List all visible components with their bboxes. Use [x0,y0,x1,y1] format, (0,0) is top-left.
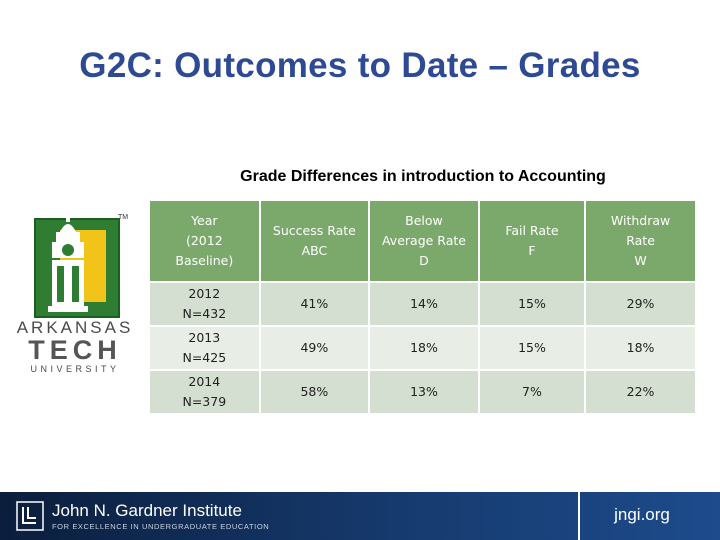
cell-withdraw-rate: 22% [584,371,695,413]
logo-text-arkansas: ARKANSAS [16,318,134,337]
cell-year: 2013 N=425 [150,327,259,369]
cell-fail-rate: 15% [477,283,585,325]
footer-tagline: FOR EXCELLENCE IN UNDERGRADUATE EDUCATIO… [52,522,270,531]
header-success-rate: Success Rate ABC [258,201,369,281]
cell-fail-rate: 7% [477,371,585,413]
header-withdraw-rate: Withdraw Rate W [584,201,695,281]
header-year: Year (2012 Baseline) [150,201,259,281]
slide-title: G2C: Outcomes to Date – Grades [79,46,641,85]
table-row: 2012 N=432 41% 14% 15% 29% [150,283,695,325]
table-header-row: Year (2012 Baseline) Success Rate ABC Be… [150,201,695,281]
logo-text-tech: TECH [28,335,122,365]
cell-success-rate: 41% [258,283,369,325]
arkansas-tech-logo: TM ARKANSAS TECH UNIVERSITY [14,212,136,376]
cell-withdraw-rate: 29% [584,283,695,325]
table-row: 2014 N=379 58% 13% 7% 22% [150,371,695,413]
header-fail-rate: Fail Rate F [477,201,585,281]
cell-year: 2012 N=432 [150,283,259,325]
cell-below-average-rate: 13% [368,371,478,413]
cell-success-rate: 49% [258,327,369,369]
header-below-average-rate: Below Average Rate D [368,201,478,281]
logo-text-university: UNIVERSITY [30,364,120,374]
cell-withdraw-rate: 18% [584,327,695,369]
footer-divider [578,492,580,540]
footer-bar: John N. Gardner Institute FOR EXCELLENCE… [0,492,720,540]
cell-below-average-rate: 18% [368,327,478,369]
gardner-institute-logo-icon [16,501,44,531]
table-caption: Grade Differences in introduction to Acc… [240,168,606,185]
cell-fail-rate: 15% [477,327,585,369]
cell-year: 2014 N=379 [150,371,259,413]
footer-institute-name: John N. Gardner Institute [52,501,242,520]
trademark-mark: TM [118,214,129,221]
grade-differences-table: Year (2012 Baseline) Success Rate ABC Be… [150,199,695,415]
cell-below-average-rate: 14% [368,283,478,325]
footer-url: jngi.org [614,505,670,524]
cell-success-rate: 58% [258,371,369,413]
bell-tower-icon [48,214,88,312]
table-row: 2013 N=425 49% 18% 15% 18% [150,327,695,369]
